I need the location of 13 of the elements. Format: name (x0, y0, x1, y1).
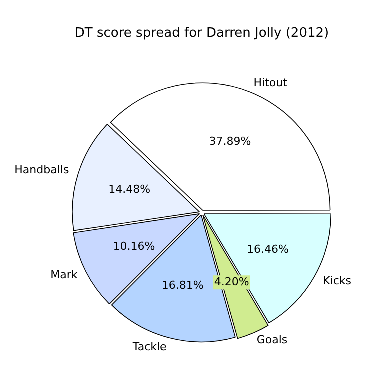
slice-label: Goals (256, 334, 288, 347)
data-label: 16.81% (162, 279, 204, 292)
slice-label: Hitout (254, 76, 288, 90)
slice-label: Mark (50, 268, 78, 282)
chart-title: DT score spread for Darren Jolly (2012) (74, 26, 330, 42)
slice-label: Handballs (14, 164, 70, 177)
data-label: 37.89% (209, 135, 252, 148)
slice-label: Kicks (323, 274, 352, 288)
data-label: 16.46% (247, 243, 290, 256)
data-label: 10.16% (113, 240, 156, 253)
slice-label: Tackle (132, 340, 168, 354)
data-label: 14.48% (108, 182, 151, 196)
data-label: 4.20% (214, 275, 250, 288)
